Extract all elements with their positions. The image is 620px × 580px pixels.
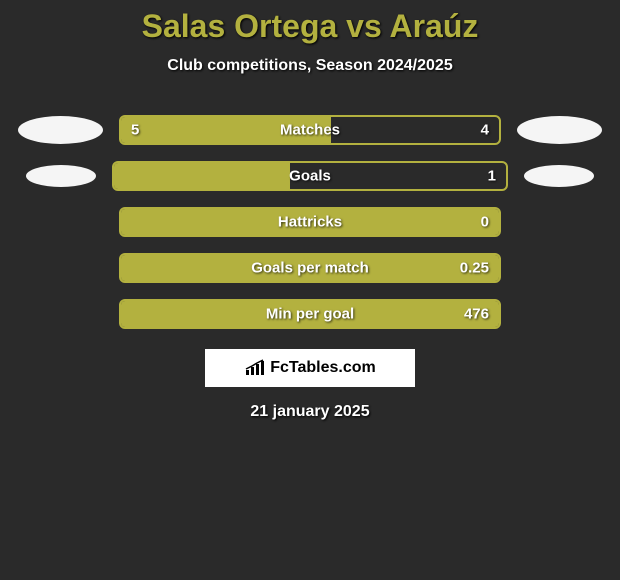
stat-right-value: 4 [481,122,489,139]
stat-row: Goals 1 [0,161,620,191]
left-ellipse [18,300,103,328]
stat-right-value: 0 [481,214,489,231]
left-ellipse [26,165,96,187]
left-ellipse [18,116,103,144]
stat-right-value: 1 [488,168,496,185]
stat-left-value: 5 [131,122,139,139]
stat-label: Goals [289,168,331,185]
page-title: Salas Ortega vs Araúz [0,8,620,45]
stat-bar: Min per goal 476 [119,299,501,329]
stat-right-value: 0.25 [460,260,489,277]
stat-label: Hattricks [278,214,342,231]
brand-logo[interactable]: FcTables.com [205,349,415,387]
stat-label: Goals per match [251,260,369,277]
stat-bar: Goals per match 0.25 [119,253,501,283]
stat-bar: 5 Matches 4 [119,115,501,145]
right-ellipse [517,116,602,144]
stat-right-value: 476 [464,306,489,323]
stat-row: Min per goal 476 [0,299,620,329]
right-ellipse [517,300,602,328]
bar-fill [114,163,290,189]
stat-row: Hattricks 0 [0,207,620,237]
left-ellipse [18,208,103,236]
right-ellipse [524,165,594,187]
comparison-card: Salas Ortega vs Araúz Club competitions,… [0,0,620,421]
left-ellipse [18,254,103,282]
subtitle: Club competitions, Season 2024/2025 [0,57,620,75]
brand-logo-text: FcTables.com [270,359,376,377]
right-ellipse [517,254,602,282]
stat-bar: Goals 1 [112,161,508,191]
chart-icon [244,359,266,377]
stat-label: Min per goal [266,306,354,323]
stat-bar: Hattricks 0 [119,207,501,237]
stats-area: 5 Matches 4 Goals 1 Hattricks 0 Goals per match… [0,115,620,329]
stat-row: Goals per match 0.25 [0,253,620,283]
stat-row: 5 Matches 4 [0,115,620,145]
right-ellipse [517,208,602,236]
date-text: 21 january 2025 [0,403,620,421]
stat-label: Matches [280,122,340,139]
